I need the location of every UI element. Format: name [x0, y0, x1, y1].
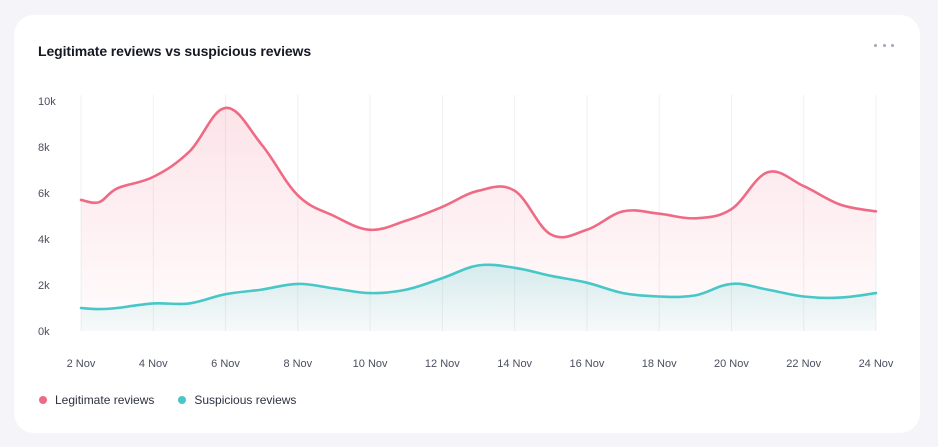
chart-legend: Legitimate reviews Suspicious reviews: [39, 393, 296, 407]
y-tick-label: 10k: [38, 96, 56, 108]
x-tick-label: 18 Nov: [642, 358, 677, 370]
chart-title: Legitimate reviews vs suspicious reviews: [38, 43, 312, 59]
legend-dot-legitimate: [39, 396, 47, 404]
chart-card: Legitimate reviews vs suspicious reviews…: [14, 15, 920, 433]
legend-label-legitimate: Legitimate reviews: [55, 393, 155, 407]
y-tick-label: 4k: [38, 234, 50, 246]
legend-label-suspicious: Suspicious reviews: [194, 393, 297, 407]
y-tick-label: 0k: [38, 326, 50, 338]
x-tick-label: 8 Nov: [283, 358, 312, 370]
series-line-suspicious[interactable]: [79, 263, 878, 311]
more-dot: [882, 43, 886, 47]
x-tick-label: 16 Nov: [569, 358, 604, 370]
x-tick-label: 14 Nov: [497, 358, 532, 370]
series-line-legitimate[interactable]: [79, 106, 878, 239]
series-area-legitimate: [81, 107, 876, 331]
x-tick-label: 4 Nov: [139, 358, 168, 370]
y-tick-label: 8k: [38, 142, 50, 154]
legend-item-legitimate[interactable]: Legitimate reviews: [39, 393, 154, 407]
more-dot: [891, 43, 894, 47]
more-options-icon[interactable]: [874, 41, 894, 49]
legend-dot-suspicious: [178, 396, 187, 404]
x-tick-label: 6 Nov: [211, 358, 240, 370]
chart-svg: 2 Nov 4 Nov 6 Nov 8 Nov 10 Nov 12 Nov 14 Nov 16…: [38, 95, 894, 370]
y-tick-label: 2k: [38, 280, 50, 292]
legend-item-suspicious[interactable]: Suspicious reviews: [178, 393, 296, 407]
y-tick-label: 6k: [38, 188, 50, 200]
x-tick-label: 22 Nov: [786, 358, 821, 370]
series-area-suspicious: [81, 264, 876, 331]
x-tick-label: 10 Nov: [353, 358, 388, 370]
more-dot: [874, 43, 877, 47]
x-tick-label: 24 Nov: [859, 358, 894, 370]
x-tick-label: 2 Nov: [67, 358, 96, 370]
x-tick-label: 20 Nov: [714, 358, 749, 370]
x-tick-label: 12 Nov: [425, 358, 460, 370]
